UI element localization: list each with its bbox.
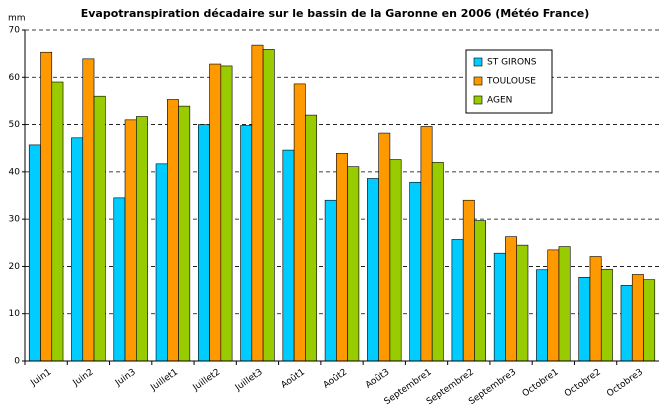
x-tick-label: Juin2 xyxy=(71,367,96,389)
bar xyxy=(166,99,179,362)
x-tick-label: Juin1 xyxy=(28,367,53,389)
bar xyxy=(197,124,210,362)
bar xyxy=(547,249,560,362)
legend-swatch xyxy=(473,57,483,67)
bar xyxy=(536,269,548,362)
x-tick-label: Août2 xyxy=(322,367,349,390)
y-tick-label: 60 xyxy=(9,73,21,83)
bar xyxy=(178,105,191,362)
bar xyxy=(262,49,275,362)
bar xyxy=(589,256,602,362)
x-tick-label: Juin3 xyxy=(113,367,138,389)
legend-swatch xyxy=(473,95,483,105)
bar xyxy=(620,285,633,362)
bar xyxy=(558,246,571,362)
bar xyxy=(305,114,317,362)
bar xyxy=(93,95,106,362)
y-tick-label: 70 xyxy=(9,26,21,36)
y-tick-label: 50 xyxy=(9,120,21,130)
bar xyxy=(347,166,360,362)
y-tick-label: 0 xyxy=(14,357,20,367)
bar xyxy=(51,81,64,362)
bar xyxy=(378,132,391,362)
y-tick-label: 40 xyxy=(9,167,21,177)
y-tick-label: 20 xyxy=(9,262,21,272)
bar xyxy=(240,125,253,362)
bar xyxy=(420,126,433,362)
legend-label: ST GIRONS xyxy=(487,58,537,68)
bar xyxy=(124,119,137,362)
x-tick-label: Juillet1 xyxy=(148,367,180,393)
y-tick-label: 10 xyxy=(9,309,21,319)
bar xyxy=(493,252,506,362)
bar xyxy=(600,268,613,362)
bar xyxy=(505,236,518,362)
bar xyxy=(451,239,464,362)
bar xyxy=(28,144,41,362)
bar xyxy=(389,159,402,362)
bar xyxy=(462,199,475,362)
bar xyxy=(631,274,644,362)
chart-title: Evapotranspiration décadaire sur le bass… xyxy=(81,7,590,20)
legend-label: AGEN xyxy=(487,96,512,106)
bar xyxy=(367,178,379,362)
bar xyxy=(71,137,84,362)
bar xyxy=(82,58,95,362)
x-tick-label: Juillet3 xyxy=(233,367,265,393)
bar xyxy=(336,153,348,362)
y-tick-label: 30 xyxy=(9,215,21,225)
x-tick-label: Septembre3 xyxy=(467,367,518,407)
x-tick-label: Octobre1 xyxy=(521,367,561,399)
bar xyxy=(516,244,529,362)
bar xyxy=(251,44,264,362)
bar xyxy=(324,199,337,362)
bar xyxy=(431,162,444,362)
bar xyxy=(136,116,148,362)
x-tick-label: Juillet2 xyxy=(191,367,223,393)
legend-swatch xyxy=(473,76,483,86)
bar xyxy=(113,197,126,362)
x-tick-label: Août1 xyxy=(279,367,306,390)
x-tick-label: Août3 xyxy=(364,367,391,390)
bar xyxy=(155,163,168,362)
x-tick-label: Octobre2 xyxy=(563,367,603,399)
legend-label: TOULOUSE xyxy=(486,77,536,87)
x-tick-label: Octobre3 xyxy=(605,367,645,399)
bar xyxy=(282,149,295,362)
bar xyxy=(40,51,53,362)
y-axis-label: mm xyxy=(8,14,26,24)
bar xyxy=(209,63,222,362)
bar xyxy=(578,277,591,362)
bar xyxy=(409,181,422,362)
bar xyxy=(293,83,306,362)
bar xyxy=(474,220,487,362)
bar xyxy=(220,65,233,362)
bar xyxy=(643,279,656,362)
